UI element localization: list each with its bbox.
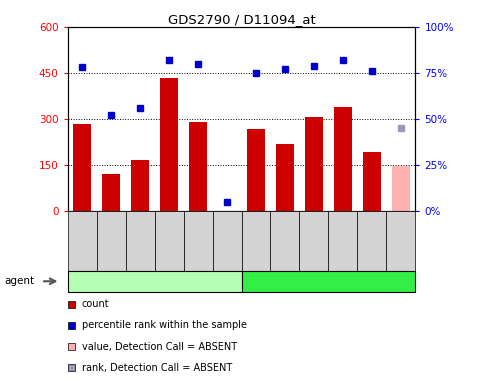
- Text: GSM172161: GSM172161: [160, 212, 169, 267]
- Bar: [247, 129, 265, 211]
- Bar: [160, 78, 178, 211]
- Bar: [276, 144, 294, 211]
- Bar: [102, 174, 120, 211]
- Text: GDS2790 / D11094_at: GDS2790 / D11094_at: [168, 13, 315, 26]
- Text: baseline: baseline: [131, 276, 178, 286]
- Bar: [189, 122, 207, 211]
- Text: GSM172150: GSM172150: [73, 212, 82, 267]
- Text: GSM172160: GSM172160: [305, 212, 314, 267]
- Text: GSM172154: GSM172154: [247, 212, 256, 267]
- Text: rank, Detection Call = ABSENT: rank, Detection Call = ABSENT: [82, 362, 232, 373]
- Text: count: count: [82, 299, 110, 310]
- Text: GSM172166: GSM172166: [218, 212, 227, 267]
- Text: GSM172158: GSM172158: [276, 212, 285, 267]
- Text: insulin: insulin: [310, 276, 347, 286]
- Bar: [363, 152, 381, 211]
- Bar: [131, 160, 149, 211]
- Text: GSM172159: GSM172159: [131, 212, 140, 267]
- Bar: [305, 117, 323, 211]
- Text: GSM172165: GSM172165: [363, 212, 372, 267]
- Text: percentile rank within the sample: percentile rank within the sample: [82, 320, 247, 331]
- Bar: [73, 124, 91, 211]
- Text: GSM172163: GSM172163: [189, 212, 198, 267]
- Text: GSM172167: GSM172167: [392, 212, 401, 267]
- Text: GSM172156: GSM172156: [102, 212, 111, 267]
- Text: GSM172162: GSM172162: [334, 212, 343, 267]
- Bar: [334, 108, 352, 211]
- Bar: [392, 166, 410, 211]
- Text: agent: agent: [5, 276, 35, 286]
- Text: value, Detection Call = ABSENT: value, Detection Call = ABSENT: [82, 341, 237, 352]
